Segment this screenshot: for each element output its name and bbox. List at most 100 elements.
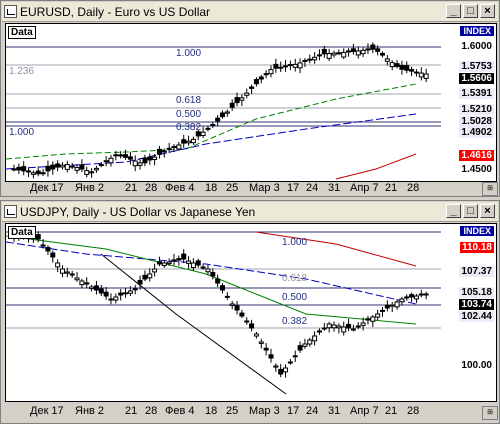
candle-body: [350, 328, 356, 331]
usdjpy-window[interactable]: USDJPY, Daily - US Dollar vs Japanese Ye…: [0, 200, 500, 424]
data-label: Data: [8, 226, 36, 239]
eurusd-chart-area[interactable]: Data 1.000 1.236 0.618 0.500 0.382 1.000: [5, 23, 442, 182]
date-label: Фев 4: [165, 182, 195, 194]
date-label: 18: [205, 182, 218, 194]
candle-body: [350, 48, 356, 52]
candle-body: [302, 343, 308, 347]
candle-body: [147, 273, 153, 279]
candle-body: [132, 160, 138, 167]
candle-body: [229, 303, 235, 306]
candle-body: [147, 156, 153, 161]
candle-body: [389, 62, 395, 68]
eurusd-price-scale[interactable]: INDEX 1.6000 1.5753 1.5606 1.5391 1.5210…: [441, 23, 497, 182]
candle-body: [108, 157, 114, 164]
date-label: 18: [205, 405, 218, 417]
date-label: 17: [287, 182, 300, 194]
candle-body: [30, 172, 36, 175]
date-label: 31: [328, 182, 341, 194]
date-label: 21: [125, 182, 138, 194]
candle-body: [16, 166, 22, 171]
close-button[interactable]: ×: [480, 4, 495, 18]
candle-body: [103, 291, 109, 297]
candle-body: [176, 258, 182, 261]
minimize-button[interactable]: _: [446, 4, 461, 18]
candle-body: [287, 361, 293, 364]
date-label: Фев 4: [165, 405, 195, 417]
candle-body: [84, 282, 90, 285]
usdjpy-date-axis: Дек 17 Янв 2 21 28 Фев 4 18 25 Мар 3 17 …: [5, 405, 442, 419]
close-button[interactable]: ×: [480, 204, 495, 218]
candle-body: [355, 325, 361, 328]
candle-body: [336, 325, 342, 329]
maximize-button[interactable]: □: [463, 4, 478, 18]
candle-body: [297, 345, 303, 351]
scale-corner-button[interactable]: ⊞: [482, 182, 498, 196]
candle-body: [166, 261, 172, 265]
date-label: 31: [328, 405, 341, 417]
date-label: 21: [385, 405, 398, 417]
candle-body: [118, 292, 124, 296]
candle-body: [152, 156, 158, 160]
candle-body: [321, 327, 327, 330]
usdjpy-price-scale[interactable]: INDEX 110.18 107.37 105.18 103.74 102.44…: [441, 223, 497, 402]
candle-body: [312, 56, 318, 61]
candle-body: [93, 285, 99, 291]
candle-body: [423, 293, 429, 296]
candle-body: [190, 262, 196, 269]
candle-body: [384, 58, 390, 62]
candle-body: [166, 147, 172, 150]
candle-body: [394, 63, 400, 67]
usdjpy-chart-area[interactable]: Data 1.000 0.618 0.500 0.382: [5, 223, 442, 402]
candle-body: [331, 52, 337, 56]
candle-body: [98, 288, 104, 294]
usdjpy-title: USDJPY, Daily - US Dollar vs Japanese Ye…: [20, 204, 256, 219]
trend-line: [100, 253, 287, 395]
candle-body: [316, 330, 322, 333]
candle-body: [161, 150, 167, 153]
eurusd-window[interactable]: EURUSD, Daily - Euro vs US Dollar _ □ × …: [0, 0, 500, 197]
candle-body: [423, 73, 429, 79]
usdjpy-titlebar[interactable]: USDJPY, Daily - US Dollar vs Japanese Ye…: [2, 202, 498, 222]
candle-body: [253, 79, 259, 85]
candle-body: [394, 301, 400, 308]
price-label: 1.5391: [459, 88, 494, 99]
maximize-button[interactable]: □: [463, 204, 478, 218]
candle-body: [137, 162, 143, 166]
candle-body: [341, 326, 347, 333]
candle-body: [224, 111, 230, 114]
candle-body: [404, 296, 410, 299]
candle-body: [370, 316, 376, 322]
scale-corner-button[interactable]: ⊞: [482, 406, 498, 420]
date-label: Апр 7: [350, 182, 379, 194]
candle-body: [292, 355, 298, 358]
candle-body: [171, 146, 177, 149]
candle-body: [69, 165, 75, 168]
candle-body: [326, 53, 332, 59]
fib-label: 0.500: [282, 292, 308, 303]
eurusd-titlebar[interactable]: EURUSD, Daily - Euro vs US Dollar _ □ ×: [2, 2, 498, 22]
fib-label: 1.000: [176, 48, 202, 59]
candle-body: [297, 62, 303, 69]
candle-body: [229, 102, 235, 108]
fib-label: 0.382: [282, 316, 308, 327]
candle-body: [210, 271, 216, 277]
candle-body: [355, 50, 361, 56]
candle-body: [268, 354, 274, 359]
candle-body: [409, 294, 415, 298]
candle-body: [45, 246, 51, 252]
price-label: 1.5028: [459, 116, 494, 127]
candle-body: [360, 322, 366, 326]
date-label: 24: [306, 182, 319, 194]
candle-body: [380, 52, 386, 56]
candle-body: [35, 234, 41, 240]
moving-average-line: [6, 113, 417, 170]
minimize-button[interactable]: _: [446, 204, 461, 218]
candle-body: [89, 286, 95, 290]
candle-body: [79, 164, 85, 170]
candle-body: [137, 279, 143, 285]
fib-label: 1.236: [9, 66, 35, 77]
candle-body: [283, 367, 289, 373]
eurusd-title: EURUSD, Daily - Euro vs US Dollar: [20, 4, 211, 19]
candle-body: [35, 170, 41, 175]
candle-body: [181, 253, 187, 260]
